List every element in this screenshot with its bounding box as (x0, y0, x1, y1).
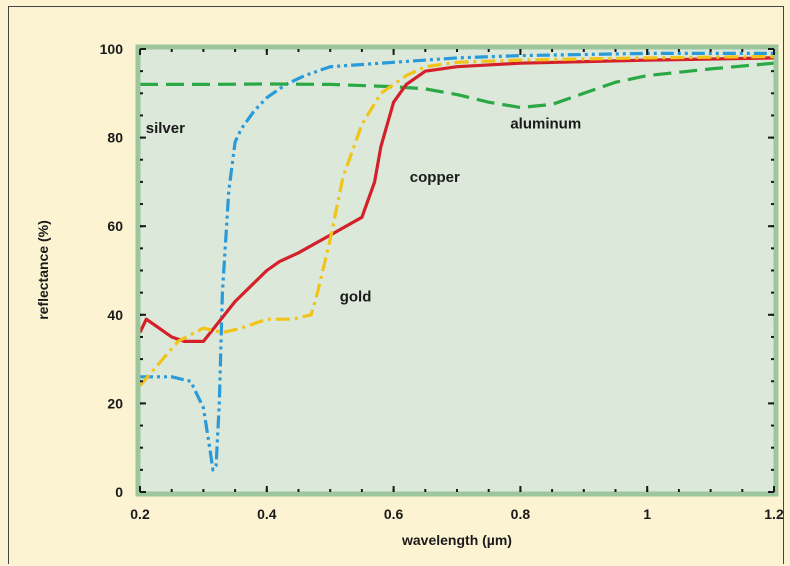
series-line-silver (140, 51, 774, 472)
plot-border (135, 44, 779, 497)
x-tick-label: 0.2 (130, 506, 150, 522)
y-tick-label: 0 (115, 484, 123, 500)
series-label-copper: copper (410, 169, 460, 186)
reflectance-chart: 0.2 0.4 0.6 0.8 1 1.2 0 20 40 60 80 100 silver alumi… (35, 41, 784, 548)
y-tick-label: 20 (107, 395, 123, 411)
x-tick-label: 0.4 (257, 506, 277, 522)
y-axis-title: reflectance (%) (35, 220, 51, 320)
series-label-gold: gold (340, 289, 372, 306)
series-line-aluminum (140, 61, 775, 110)
x-tick-label: 0.6 (384, 506, 404, 522)
annotation-layer: silver aluminum copper gold (146, 116, 581, 306)
tick-layer: 0.2 0.4 0.6 0.8 1 1.2 0 20 40 60 80 100 (100, 41, 784, 522)
y-tick-label: 40 (107, 307, 123, 323)
series-label-aluminum: aluminum (510, 116, 581, 133)
x-axis-title: wavelength (µm) (401, 532, 512, 548)
x-tick-label: 0.8 (511, 506, 531, 522)
y-tick-label: 100 (100, 41, 124, 57)
y-tick-label: 60 (107, 218, 123, 234)
y-tick-label: 80 (107, 130, 123, 146)
series-layer (138, 51, 775, 472)
series-line-gold (138, 54, 775, 387)
figure-frame: 0.2 0.4 0.6 0.8 1 1.2 0 20 40 60 80 100 silver alumi… (8, 6, 784, 564)
x-tick-label: 1 (643, 506, 651, 522)
x-tick-label: 1.2 (764, 506, 784, 522)
plot-background (138, 47, 776, 494)
series-label-silver: silver (146, 120, 185, 137)
